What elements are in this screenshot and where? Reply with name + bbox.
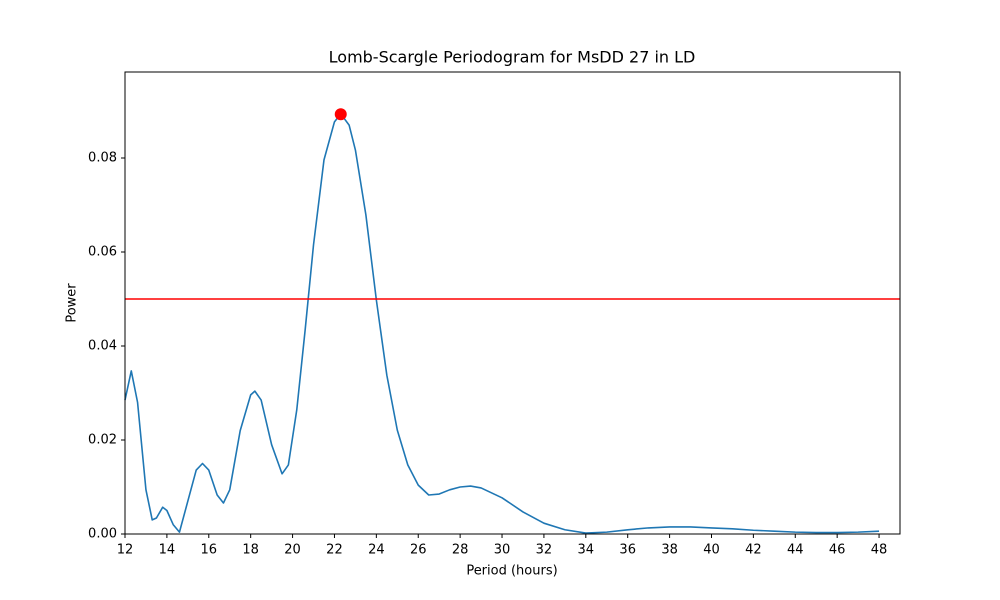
x-tick-label: 20 <box>284 543 301 558</box>
x-tick-label: 14 <box>159 543 176 558</box>
x-tick-label: 34 <box>578 543 595 558</box>
x-tick-label: 44 <box>787 543 804 558</box>
y-tick-label: 0.04 <box>88 339 117 354</box>
y-tick-label: 0.08 <box>88 151 117 166</box>
chart-title: Lomb-Scargle Periodogram for MsDD 27 in … <box>329 48 696 67</box>
y-tick-label: 0.06 <box>88 245 117 260</box>
x-tick-label: 40 <box>703 543 720 558</box>
x-tick-label: 38 <box>661 543 678 558</box>
data-line <box>124 113 880 534</box>
x-tick-label: 46 <box>829 543 846 558</box>
y-tick-label: 0.02 <box>88 433 117 448</box>
x-tick-label: 12 <box>117 543 134 558</box>
x-tick-label: 48 <box>871 543 888 558</box>
x-tick-label: 16 <box>201 543 218 558</box>
x-tick-label: 30 <box>494 543 511 558</box>
x-tick-label: 22 <box>326 543 343 558</box>
x-tick-label: 42 <box>745 543 762 558</box>
y-axis-label: Power <box>65 283 80 323</box>
x-tick-label: 26 <box>410 543 427 558</box>
x-axis-label: Period (hours) <box>466 564 557 579</box>
x-tick-label: 28 <box>452 543 469 558</box>
x-tick-label: 18 <box>242 543 259 558</box>
x-tick-label: 32 <box>536 543 553 558</box>
x-tick-label: 36 <box>619 543 636 558</box>
plot-frame <box>124 71 901 535</box>
x-tick-label: 24 <box>368 543 385 558</box>
y-tick-label: 0.00 <box>88 527 117 542</box>
peak-marker <box>334 108 347 121</box>
